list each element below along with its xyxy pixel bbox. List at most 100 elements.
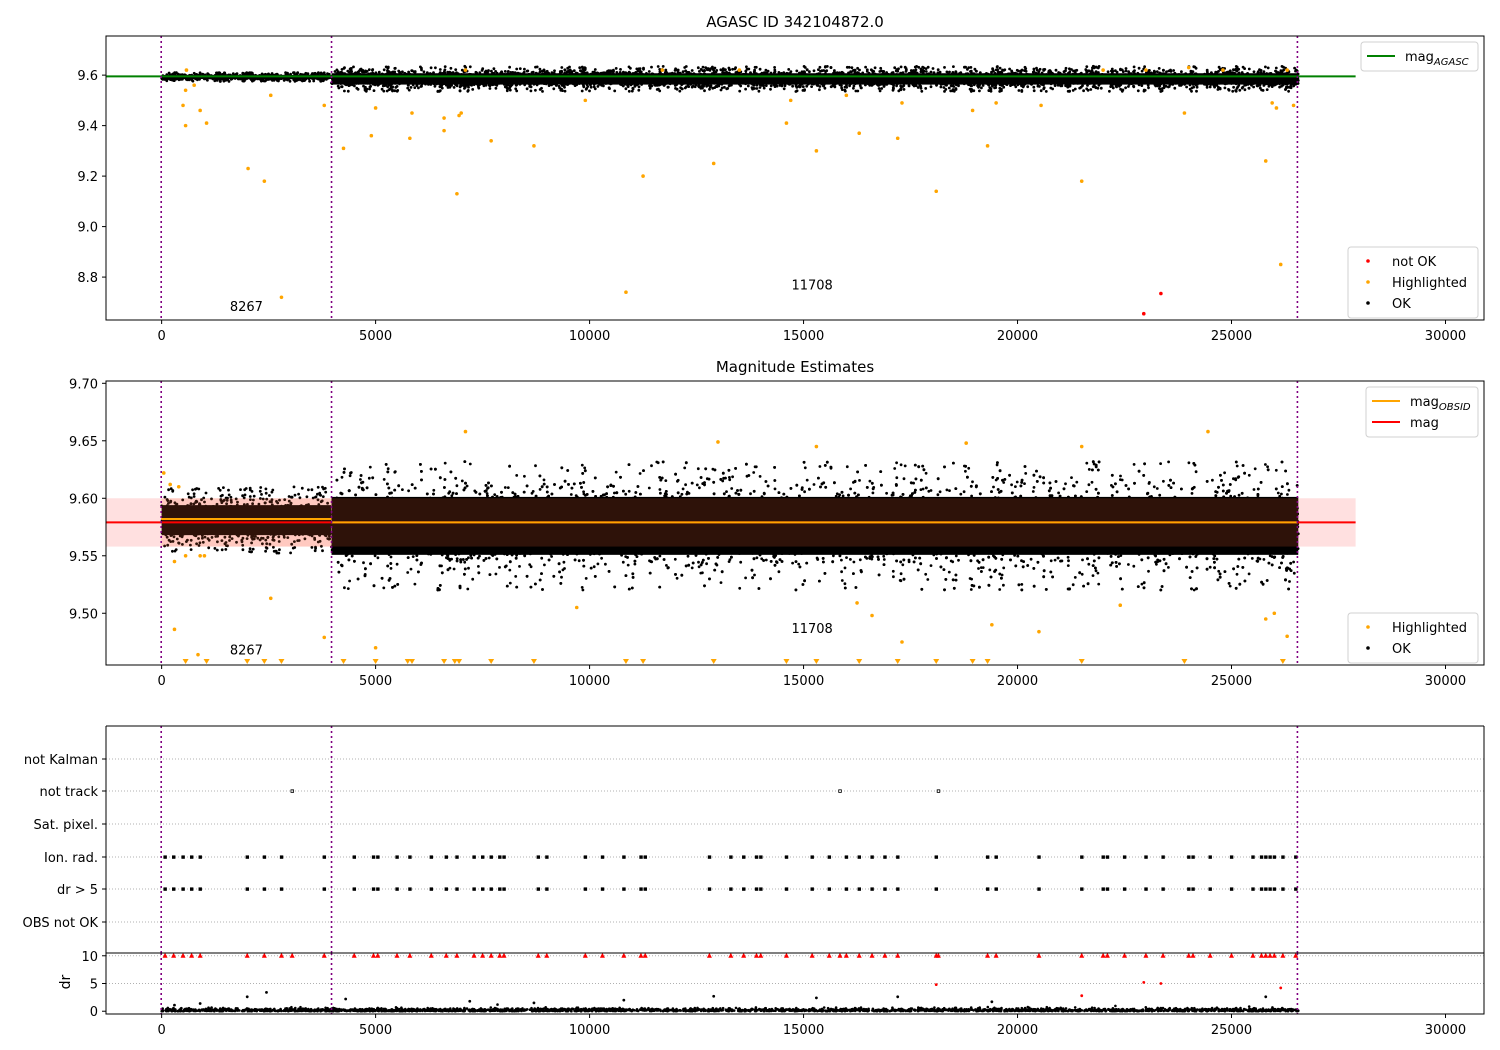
ok-point bbox=[924, 70, 928, 73]
ok-point bbox=[346, 89, 350, 93]
ok-point bbox=[488, 87, 492, 90]
ok-point bbox=[1233, 71, 1236, 75]
ok-point bbox=[353, 72, 356, 75]
ok-point bbox=[461, 84, 465, 87]
ok-point bbox=[843, 89, 847, 93]
ok-point bbox=[758, 83, 762, 86]
ok-point bbox=[538, 67, 542, 71]
ok-point bbox=[427, 83, 430, 86]
ok-point bbox=[301, 79, 304, 83]
ok-point bbox=[1106, 70, 1110, 74]
ok-point bbox=[643, 80, 646, 84]
ok-point bbox=[1278, 82, 1281, 86]
ok-point bbox=[773, 66, 776, 69]
ok-point bbox=[1124, 67, 1128, 70]
ok-point bbox=[834, 72, 837, 76]
ok-point bbox=[1180, 70, 1183, 74]
ok-point bbox=[953, 72, 957, 75]
ok-point bbox=[1194, 83, 1198, 87]
ok-point bbox=[1086, 88, 1090, 92]
ok-point bbox=[506, 70, 510, 73]
panel2-title: Magnitude Estimates bbox=[716, 358, 874, 376]
ok-point bbox=[1099, 82, 1102, 85]
ok-point bbox=[1075, 68, 1079, 72]
ok-point bbox=[1089, 72, 1092, 76]
ok-point bbox=[413, 70, 417, 73]
ok-point bbox=[852, 84, 856, 88]
ok-point bbox=[268, 77, 271, 81]
ok-point bbox=[527, 72, 531, 76]
ok-point bbox=[1217, 70, 1220, 73]
ok-point bbox=[417, 86, 420, 90]
ok-point bbox=[360, 70, 364, 73]
ok-point bbox=[945, 70, 949, 74]
ok-point bbox=[552, 82, 556, 86]
ok-point bbox=[1035, 66, 1038, 70]
ok-point bbox=[340, 85, 343, 88]
ok-point bbox=[550, 71, 554, 75]
ok-point bbox=[418, 77, 422, 80]
ok-point bbox=[1084, 68, 1088, 71]
ok-point bbox=[782, 87, 786, 91]
ok-point bbox=[379, 78, 383, 82]
ok-point bbox=[711, 65, 714, 69]
ok-point bbox=[537, 82, 541, 85]
ok-point bbox=[1039, 89, 1043, 93]
ok-point bbox=[713, 66, 717, 70]
ok-point bbox=[792, 81, 796, 85]
ok-point bbox=[1009, 84, 1012, 87]
ok-point bbox=[463, 87, 466, 90]
ok-point bbox=[370, 78, 374, 81]
ok-point bbox=[1133, 69, 1136, 72]
ok-point bbox=[1071, 72, 1075, 76]
ok-point bbox=[929, 70, 933, 74]
ok-point bbox=[1280, 84, 1283, 88]
ok-point bbox=[292, 71, 296, 75]
ok-point bbox=[1025, 77, 1029, 80]
ok-point bbox=[1227, 88, 1231, 92]
ok-point bbox=[841, 80, 845, 84]
ok-point bbox=[525, 87, 529, 91]
ok-point bbox=[961, 78, 965, 82]
ok-point bbox=[727, 66, 731, 70]
ok-point bbox=[1148, 69, 1151, 72]
ok-point bbox=[211, 77, 215, 81]
ok-point bbox=[1032, 67, 1036, 71]
ok-point bbox=[1165, 80, 1169, 83]
ok-point bbox=[902, 79, 906, 83]
ok-point bbox=[374, 71, 378, 75]
ok-point bbox=[1036, 84, 1040, 88]
ok-point bbox=[662, 84, 666, 87]
ok-point bbox=[443, 68, 447, 72]
ok-point bbox=[703, 89, 706, 93]
ok-point bbox=[1205, 68, 1209, 72]
ok-point bbox=[1103, 81, 1106, 84]
ok-point bbox=[1234, 82, 1238, 86]
ok-point bbox=[880, 69, 883, 73]
ok-point bbox=[1100, 73, 1104, 76]
ok-point bbox=[607, 86, 611, 90]
ok-point bbox=[425, 71, 429, 75]
ok-point bbox=[902, 88, 906, 91]
ok-point bbox=[614, 67, 618, 70]
ok-point bbox=[1280, 65, 1284, 68]
ok-point bbox=[976, 84, 979, 88]
ok-point bbox=[1178, 77, 1182, 81]
ok-point bbox=[1240, 71, 1244, 74]
ok-point bbox=[734, 81, 738, 84]
ok-point bbox=[949, 78, 953, 82]
ok-point bbox=[1051, 80, 1055, 84]
ok-point bbox=[467, 80, 471, 84]
ok-point bbox=[1089, 88, 1093, 91]
ok-point bbox=[563, 68, 567, 72]
ok-point bbox=[1020, 79, 1024, 83]
ok-point bbox=[850, 66, 854, 70]
ok-point bbox=[744, 87, 747, 91]
ok-point bbox=[514, 83, 518, 87]
ok-point bbox=[719, 88, 723, 92]
ok-point bbox=[460, 68, 464, 72]
ok-point bbox=[1015, 68, 1019, 72]
ok-point bbox=[801, 85, 805, 89]
ok-point bbox=[953, 80, 957, 83]
ok-point bbox=[850, 80, 853, 83]
